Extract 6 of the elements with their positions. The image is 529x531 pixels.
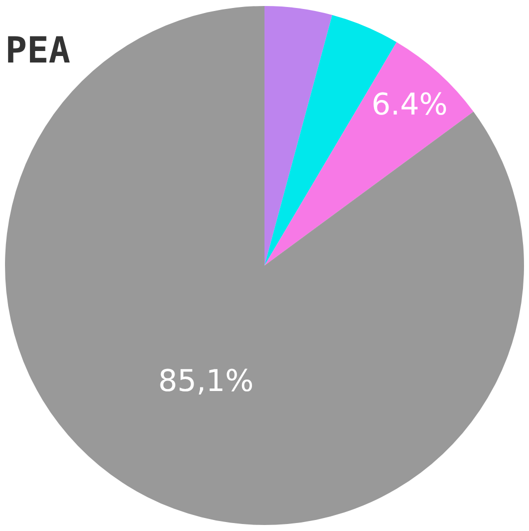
pie-slice	[5, 6, 524, 525]
pie-slice	[264, 6, 332, 266]
data-label: 85,1%	[158, 364, 254, 399]
pie-slice	[264, 42, 474, 266]
text: PEA	[5, 30, 71, 72]
data-label: 6.4%	[371, 88, 448, 123]
